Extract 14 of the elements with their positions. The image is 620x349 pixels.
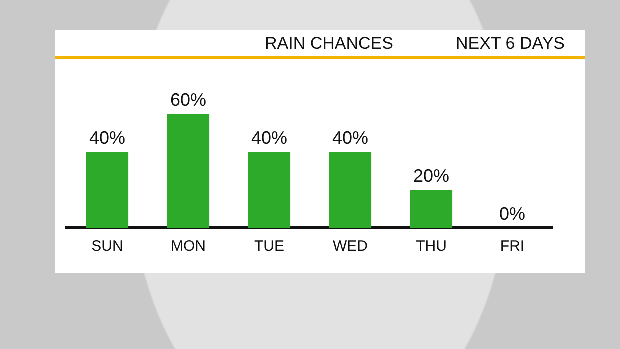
chart-title: RAIN CHANCES [265,34,394,54]
data-label: 40% [251,128,288,148]
x-tick-label: WED [333,238,368,256]
x-tick-label: SUN [92,238,124,256]
x-tick-label: TUE [254,238,284,256]
data-label: 40% [89,128,126,148]
x-tick-label: THU [416,238,447,256]
chart-subtitle: NEXT 6 DAYS [456,34,565,54]
data-label: 40% [332,128,369,148]
data-label: 20% [413,166,450,186]
x-tick-label: FRI [500,238,525,256]
data-label: 0% [499,204,526,224]
x-tick-label: MON [171,238,206,256]
data-label: 60% [170,90,207,110]
